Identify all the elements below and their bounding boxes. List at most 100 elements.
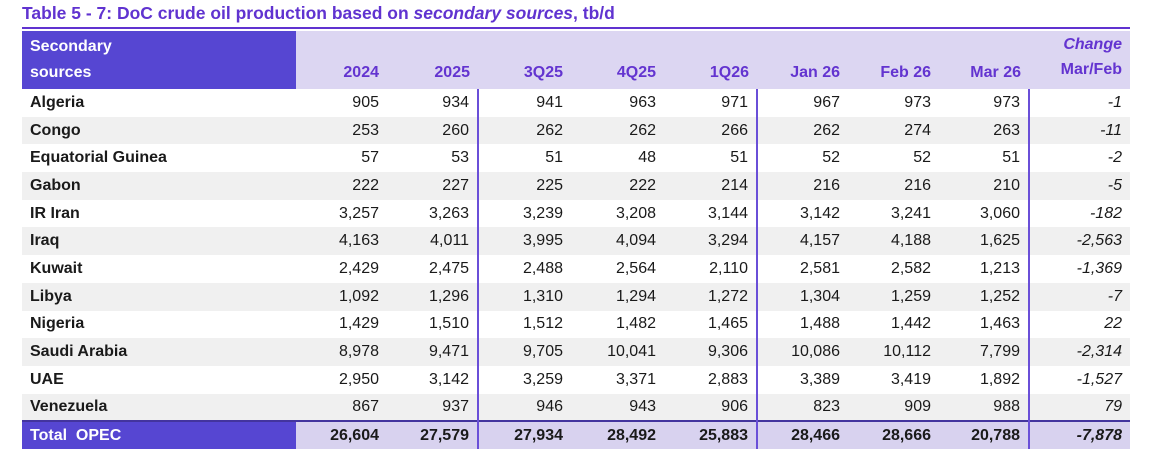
column-header-mar-26: Mar 26 xyxy=(939,31,1029,89)
cell-2024: 8,978 xyxy=(338,343,379,361)
cell-change: 22 xyxy=(1104,315,1122,333)
country-label: Iraq xyxy=(30,232,60,250)
cell-feb-26: 52 xyxy=(913,149,931,167)
header-change-line1: Change xyxy=(1063,36,1122,53)
cell-4q25: 963 xyxy=(629,93,656,111)
cell-jan-26: 10,086 xyxy=(791,343,840,361)
cell-mar-26: 1,252 xyxy=(939,282,1030,311)
cell-jan-26: 52 xyxy=(822,149,840,167)
cell-mar-26: 973 xyxy=(939,89,1030,117)
table-row-algeria: Algeria 905 934 941 963 971 967 973 973 -1 xyxy=(22,89,1130,117)
header-label-line2: sources xyxy=(30,64,92,81)
country-label: Venezuela xyxy=(30,397,108,415)
cell-mar-26: 51 xyxy=(939,144,1030,173)
table-row-iraq: Iraq 4,163 4,011 3,995 4,094 3,294 4,157 4,188 1… xyxy=(22,227,1130,256)
cell-1q26: 3,294 xyxy=(664,227,758,256)
cell-3q25: 3,995 xyxy=(522,232,563,250)
cell-change: -2,563 xyxy=(1076,232,1122,250)
column-header-change-mar-feb: Change Mar/Feb xyxy=(1029,31,1130,89)
cell-feb-26: 909 xyxy=(904,397,931,415)
cell-4q25: 48 xyxy=(638,149,656,167)
total-cell-change: -7,878 xyxy=(1029,420,1130,450)
cell-jan-26: 3,389 xyxy=(799,370,840,388)
cell-mar-26: 1,213 xyxy=(939,255,1030,283)
cell-1q26: 3,144 xyxy=(664,199,758,228)
cell-feb-26: 1,442 xyxy=(890,315,931,333)
cell-2024: 2,429 xyxy=(338,259,379,277)
cell-4q25: 1,482 xyxy=(615,315,656,333)
cell-2025: 9,471 xyxy=(387,338,479,366)
total-cell-jan-26: 28,466 xyxy=(757,420,848,450)
table-row-congo: Congo 253 260 262 262 266 262 274 263 -11 xyxy=(22,116,1130,145)
total-cell-1q26: 25,883 xyxy=(664,420,758,450)
cell-feb-26: 216 xyxy=(904,176,931,194)
cell-3q25: 1,310 xyxy=(522,287,563,305)
cell-feb-26: 1,259 xyxy=(890,287,931,305)
total-label: Total OPEC xyxy=(22,420,296,450)
cell-2024: 3,257 xyxy=(338,204,379,222)
cell-4q25: 943 xyxy=(629,397,656,415)
country-label: UAE xyxy=(30,370,64,388)
cell-1q26: 266 xyxy=(664,116,758,145)
cell-1q26: 971 xyxy=(664,89,758,117)
cell-2024: 253 xyxy=(352,121,379,139)
cell-3q25: 3,239 xyxy=(522,204,563,222)
cell-4q25: 222 xyxy=(629,176,656,194)
cell-2025: 937 xyxy=(387,393,479,422)
cell-2025: 2,475 xyxy=(387,255,479,283)
cell-mar-26: 1,625 xyxy=(939,227,1030,256)
cell-mar-26: 3,060 xyxy=(939,199,1030,228)
cell-jan-26: 4,157 xyxy=(799,232,840,250)
column-header-feb-26: Feb 26 xyxy=(848,31,939,89)
cell-4q25: 10,041 xyxy=(607,343,656,361)
cell-jan-26: 216 xyxy=(813,176,840,194)
cell-feb-26: 10,112 xyxy=(883,343,931,361)
header-label-line1: Secondary xyxy=(30,38,112,55)
column-header-4q25: 4Q25 xyxy=(571,31,664,89)
production-table: Secondary sources 2024 2025 3Q25 4Q25 1Q26 Jan … xyxy=(22,31,1130,450)
cell-change: -2,314 xyxy=(1076,343,1122,361)
table-row-venezuela: Venezuela 867 937 946 943 906 823 909 988 79 xyxy=(22,393,1130,422)
cell-mar-26: 7,799 xyxy=(939,338,1030,366)
cell-mar-26: 263 xyxy=(939,116,1030,145)
cell-2024: 222 xyxy=(352,176,379,194)
cell-1q26: 9,306 xyxy=(664,338,758,366)
cell-feb-26: 274 xyxy=(904,121,931,139)
country-label: Kuwait xyxy=(30,259,83,277)
country-label: Congo xyxy=(30,121,81,139)
cell-4q25: 1,294 xyxy=(615,287,656,305)
cell-1q26: 1,272 xyxy=(664,282,758,311)
table-row-kuwait: Kuwait 2,429 2,475 2,488 2,564 2,110 2,581 2,58… xyxy=(22,255,1130,283)
cell-2025: 934 xyxy=(387,89,479,117)
cell-change: -7 xyxy=(1107,287,1122,305)
cell-jan-26: 262 xyxy=(813,121,840,139)
table-title-unit: , tb/d xyxy=(573,3,615,23)
cell-4q25: 2,564 xyxy=(615,259,656,277)
cell-4q25: 3,371 xyxy=(615,370,656,388)
cell-jan-26: 823 xyxy=(813,397,840,415)
total-cell-mar-26: 20,788 xyxy=(939,420,1030,450)
cell-change: -2 xyxy=(1107,149,1122,167)
header-row: Secondary sources 2024 2025 3Q25 4Q25 1Q26 Jan … xyxy=(22,31,1130,89)
cell-mar-26: 988 xyxy=(939,393,1030,422)
table-row-equatorial-guinea: Equatorial Guinea 57 53 51 48 51 52 52 51 -2 xyxy=(22,144,1130,173)
table-row-gabon: Gabon 222 227 225 222 214 216 216 210 -5 xyxy=(22,172,1130,200)
cell-change: -182 xyxy=(1089,204,1122,222)
cell-2024: 905 xyxy=(352,93,379,111)
column-header-2024: 2024 xyxy=(296,31,387,89)
cell-3q25: 3,259 xyxy=(522,370,563,388)
table-title-italic: secondary sources xyxy=(413,3,574,23)
column-header-2025: 2025 xyxy=(387,31,478,89)
cell-2025: 53 xyxy=(387,144,479,173)
table-row-uae: UAE 2,950 3,142 3,259 3,371 2,883 3,389 3,419 1,… xyxy=(22,365,1130,394)
table-row-ir-iran: IR Iran 3,257 3,263 3,239 3,208 3,144 3,142 3,2… xyxy=(22,199,1130,228)
cell-feb-26: 973 xyxy=(904,93,931,111)
cell-feb-26: 4,188 xyxy=(890,232,931,250)
cell-4q25: 4,094 xyxy=(615,232,656,250)
cell-2025: 227 xyxy=(387,172,479,200)
cell-jan-26: 1,304 xyxy=(799,287,840,305)
cell-1q26: 51 xyxy=(664,144,758,173)
cell-2025: 3,263 xyxy=(387,199,479,228)
cell-feb-26: 3,241 xyxy=(890,204,931,222)
